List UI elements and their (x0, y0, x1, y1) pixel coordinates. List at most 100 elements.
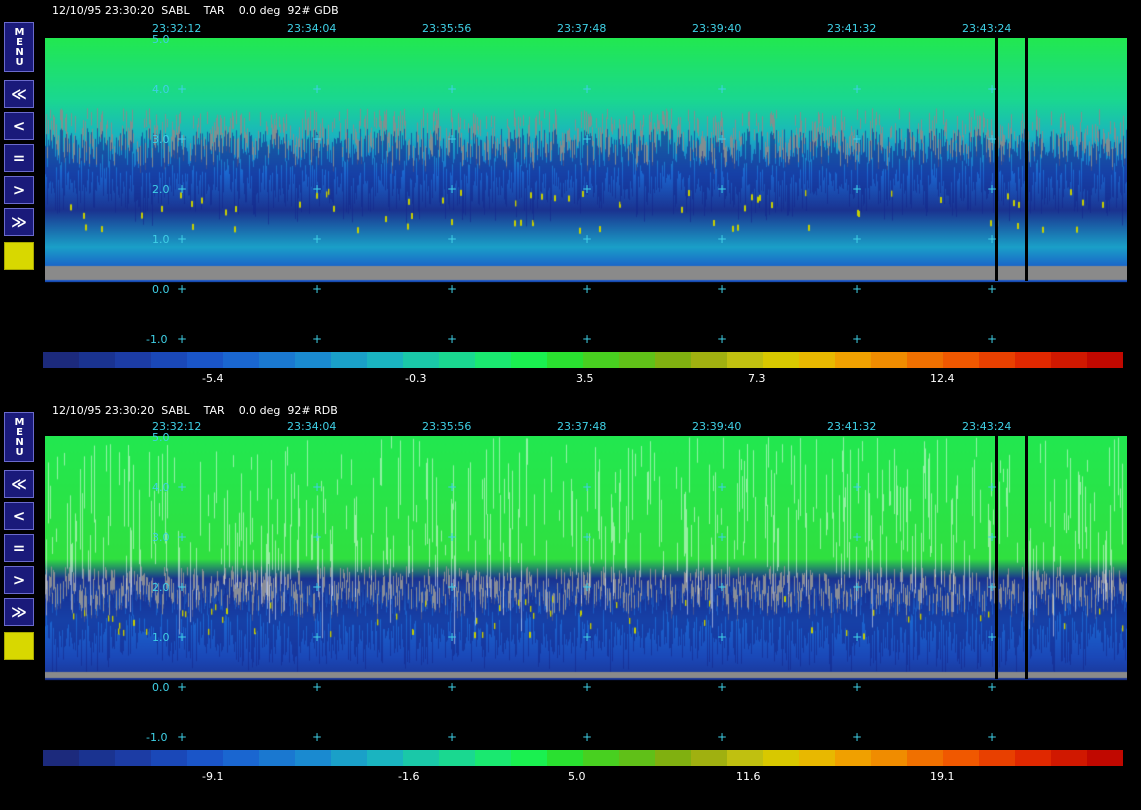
y-axis-label: 5.0 (152, 431, 170, 444)
colorbar-swatch (871, 750, 907, 766)
grid-mark: + (717, 480, 728, 494)
fast-forward-button[interactable]: ≫ (4, 208, 34, 236)
back-button[interactable]: < (4, 112, 34, 140)
colorbar-swatch (43, 750, 79, 766)
grid-mark: + (177, 680, 188, 694)
grid-mark: + (852, 82, 863, 96)
colorbar-swatch (691, 352, 727, 368)
colorbar-swatch (223, 352, 259, 368)
grid-mark: + (987, 282, 998, 296)
grid-mark: + (447, 332, 458, 346)
colorbar-tick: 12.4 (930, 372, 955, 385)
grid-mark: + (177, 480, 188, 494)
colorbar-swatch (151, 352, 187, 368)
colorbar-swatch (655, 352, 691, 368)
grid-mark: + (987, 82, 998, 96)
radar-image (45, 38, 1127, 284)
y-axis-label: 3.0 (152, 133, 170, 146)
colorbar-swatch (943, 352, 979, 368)
grid-mark: + (177, 82, 188, 96)
colorbar-swatch (475, 750, 511, 766)
grid-mark: + (177, 730, 188, 744)
colorbar-swatch (943, 750, 979, 766)
colorbar-swatch (511, 352, 547, 368)
colorbar-swatch (295, 352, 331, 368)
colorbar-swatch (907, 352, 943, 368)
menu-button[interactable]: MENU (4, 412, 34, 462)
grid-mark: + (447, 132, 458, 146)
gdb-plot[interactable] (45, 38, 1127, 284)
grid-mark: + (987, 480, 998, 494)
colorbar-swatch (583, 750, 619, 766)
grid-mark: + (312, 332, 323, 346)
y-axis-label: 2.0 (152, 581, 170, 594)
grid-mark: + (717, 332, 728, 346)
colorbar-tick: 11.6 (736, 770, 761, 783)
time-label: 23:37:48 (557, 420, 607, 433)
grid-mark: + (987, 332, 998, 346)
plot-divider (1025, 436, 1028, 679)
grid-mark: + (177, 132, 188, 146)
menu-button[interactable]: MENU (4, 22, 34, 72)
forward-button[interactable]: > (4, 176, 34, 204)
colorbar-swatch (547, 750, 583, 766)
colorbar-swatch (1087, 750, 1123, 766)
fast-forward-button[interactable]: ≫ (4, 598, 34, 626)
equal-button[interactable]: = (4, 144, 34, 172)
grid-mark: + (312, 580, 323, 594)
time-label: 23:35:56 (422, 420, 472, 433)
colorbar-swatch (1015, 750, 1051, 766)
radar-image (45, 436, 1127, 682)
colorbar-swatch (439, 352, 475, 368)
rdb-plot[interactable] (45, 436, 1127, 682)
plot-divider (1025, 38, 1028, 281)
back-button[interactable]: < (4, 502, 34, 530)
grid-mark: + (987, 232, 998, 246)
time-label: 23:32:12 (152, 22, 202, 35)
grid-mark: + (852, 730, 863, 744)
forward-button[interactable]: > (4, 566, 34, 594)
grid-mark: + (582, 182, 593, 196)
y-axis-label: -1.0 (146, 731, 168, 744)
colorbar-swatch (691, 750, 727, 766)
colorbar-swatch (331, 750, 367, 766)
grid-mark: + (447, 182, 458, 196)
grid-mark: + (177, 580, 188, 594)
grid-mark: + (312, 82, 323, 96)
colorbar-swatch (259, 352, 295, 368)
colorbar-tick: -0.3 (405, 372, 427, 385)
grid-mark: + (447, 480, 458, 494)
time-label: 23:39:40 (692, 420, 742, 433)
grid-mark: + (177, 282, 188, 296)
colorbar-swatch (223, 750, 259, 766)
y-axis-label: 0.0 (152, 283, 170, 296)
color-swatch-button[interactable] (4, 632, 34, 660)
grid-mark: + (312, 730, 323, 744)
grid-mark: + (312, 480, 323, 494)
fast-back-button[interactable]: ≪ (4, 80, 34, 108)
grid-mark: + (582, 530, 593, 544)
color-swatch-button[interactable] (4, 242, 34, 270)
y-axis-label: 1.0 (152, 233, 170, 246)
grid-mark: + (717, 630, 728, 644)
grid-mark: + (177, 182, 188, 196)
grid-mark: + (582, 82, 593, 96)
time-label: 23:41:32 (827, 22, 877, 35)
grid-mark: + (312, 282, 323, 296)
time-label: 23:39:40 (692, 22, 742, 35)
time-label: 23:32:12 (152, 420, 202, 433)
colorbar-swatch (835, 352, 871, 368)
colorbar-swatch (187, 750, 223, 766)
time-label: 23:37:48 (557, 22, 607, 35)
colorbar-swatch (727, 750, 763, 766)
grid-mark: + (447, 282, 458, 296)
panel-header: 12/10/95 23:30:20 SABL TAR 0.0 deg 92# G… (52, 4, 339, 17)
fast-back-button[interactable]: ≪ (4, 470, 34, 498)
colorbar-swatch (79, 352, 115, 368)
colorbar-swatch (259, 750, 295, 766)
grid-mark: + (447, 530, 458, 544)
grid-mark: + (447, 232, 458, 246)
equal-button[interactable]: = (4, 534, 34, 562)
colorbar-swatch (763, 750, 799, 766)
colorbar-swatch (619, 750, 655, 766)
